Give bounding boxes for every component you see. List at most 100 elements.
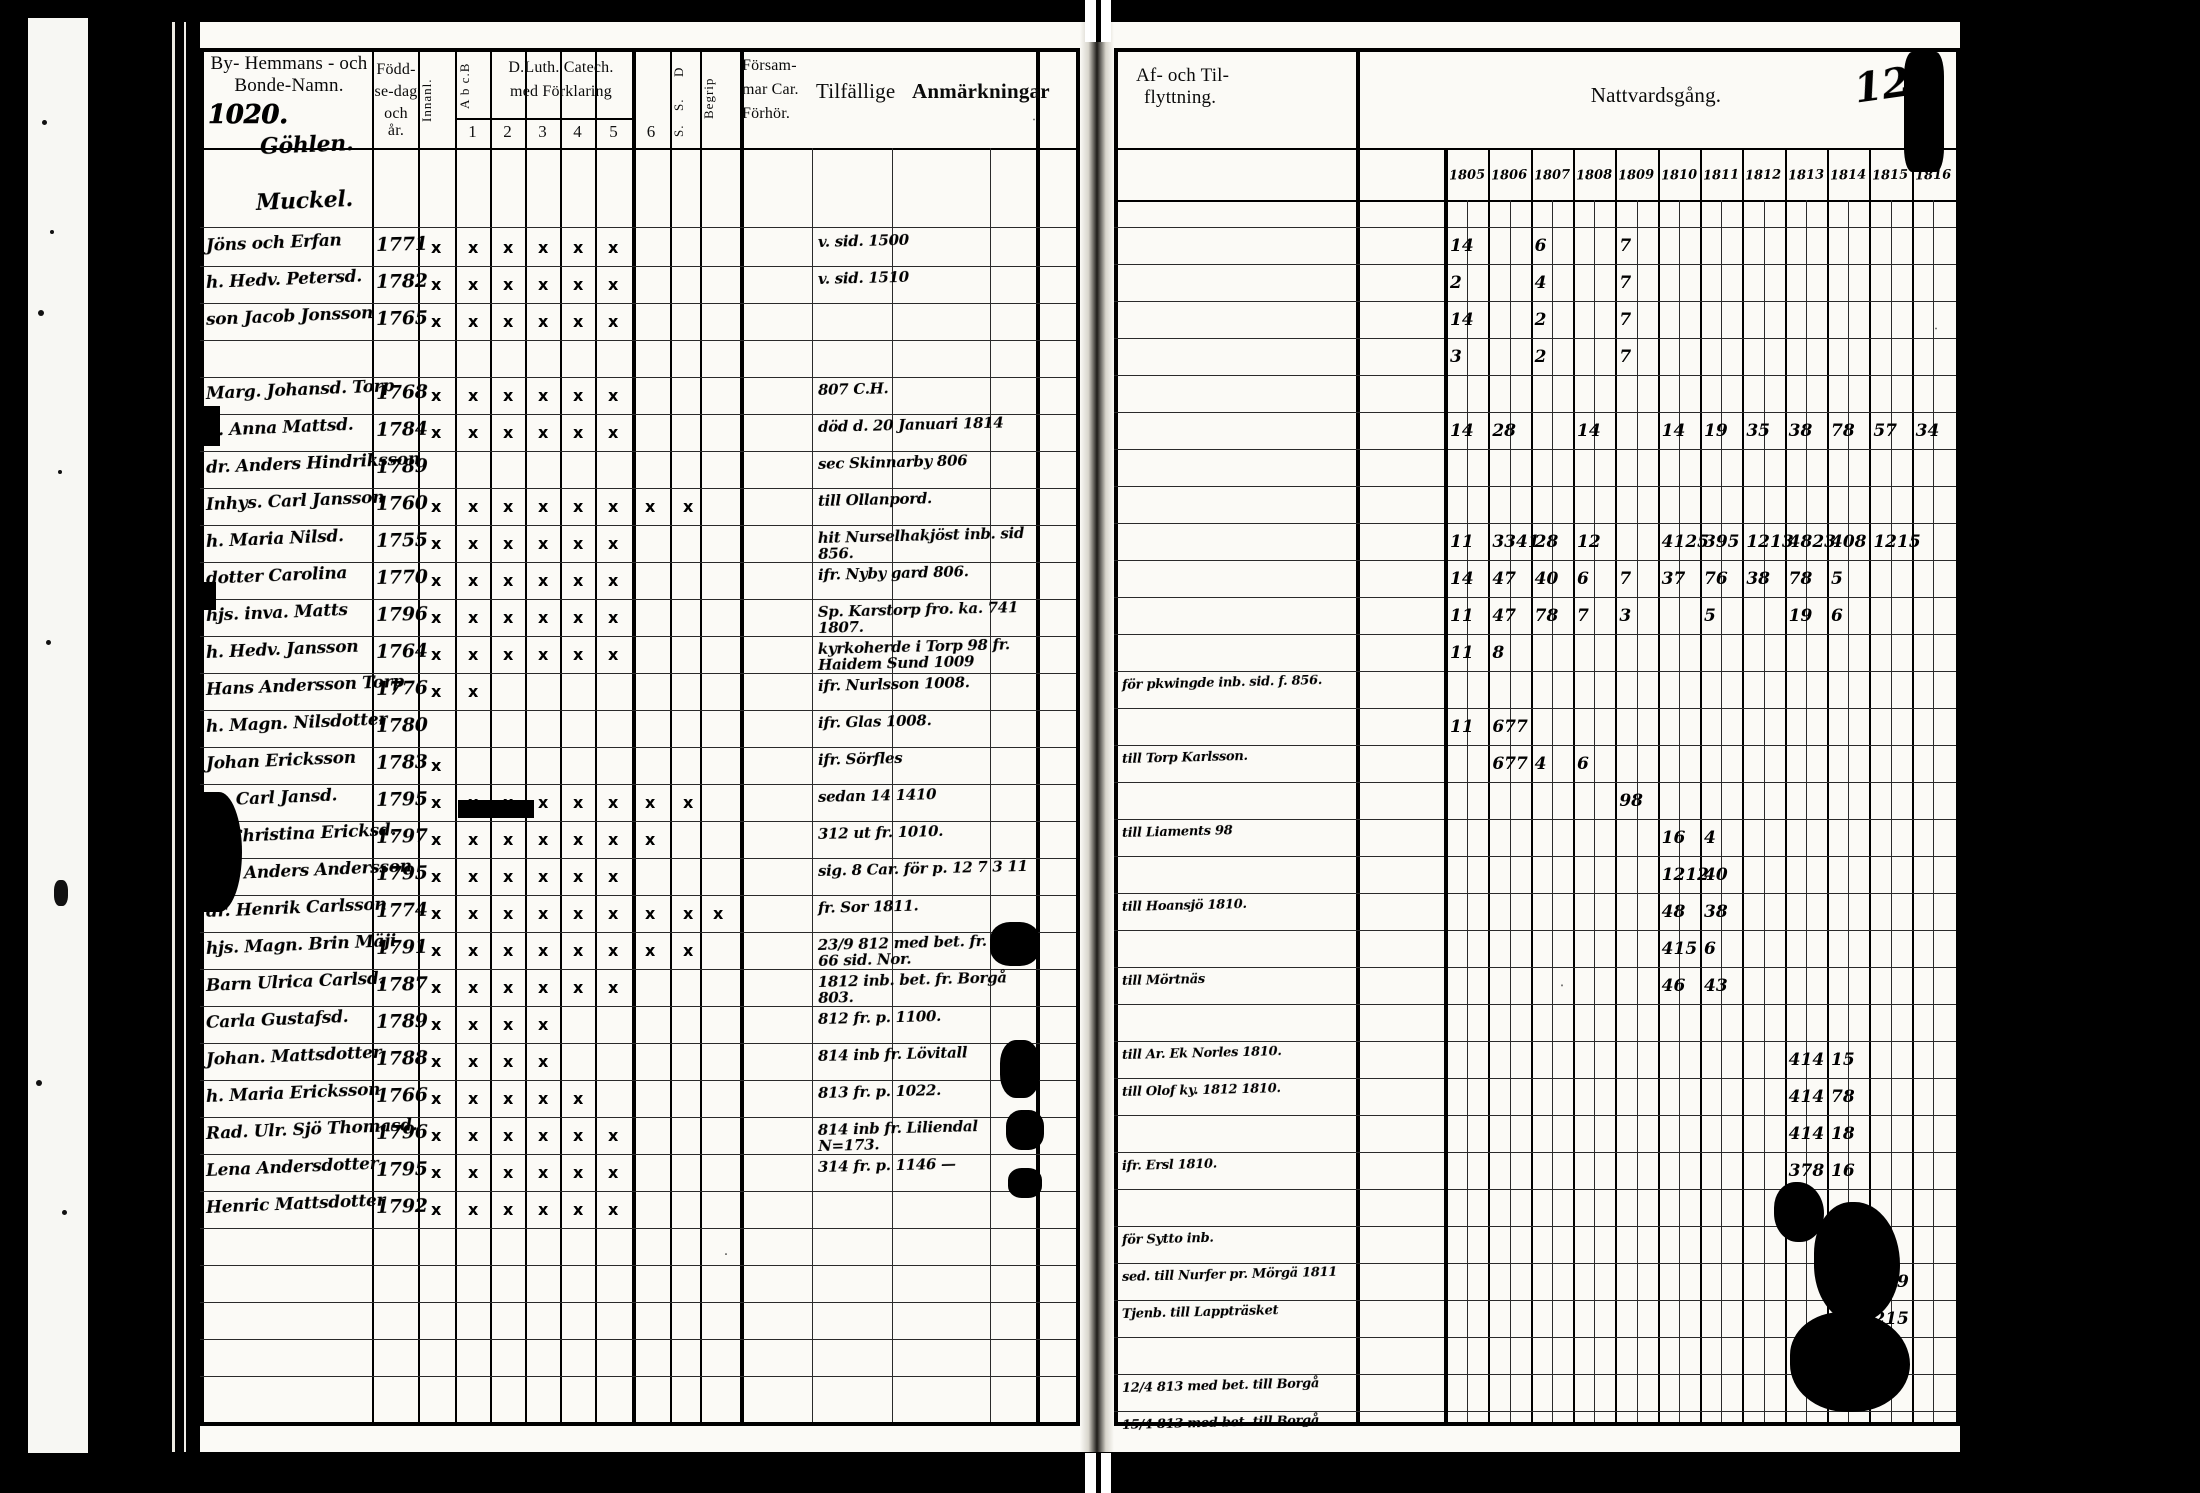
catechism-check-mark: x	[645, 941, 656, 960]
right-page-row-line	[1114, 227, 1956, 228]
communion-count: 5	[1704, 606, 1716, 626]
catechism-check-mark: x	[608, 1200, 619, 1219]
communion-year-divider	[1911, 148, 1914, 1422]
catechism-check-mark: x	[683, 793, 694, 812]
moving-entry: till Hoansjö 1810.	[1121, 896, 1247, 915]
catechism-check-mark: x	[468, 423, 479, 442]
communion-count: 6	[1577, 754, 1589, 774]
row-person-name: Barn Ulrica Carlsd.	[205, 968, 385, 996]
communion-count: 14	[1450, 569, 1474, 589]
catechism-check-mark: x	[431, 312, 442, 331]
catechism-check-mark: x	[468, 534, 479, 553]
communion-count: 78	[1831, 421, 1855, 441]
left-page: By- Hemmans - och Bonde-Namn. Född- se-d…	[196, 22, 1080, 1452]
row-remark: till Ollanpord.	[817, 489, 933, 510]
communion-count: 6	[1704, 939, 1716, 959]
header-birth-line3: och år.	[384, 105, 408, 139]
catechism-check-mark: x	[503, 238, 514, 257]
catechism-check-mark: x	[431, 275, 442, 294]
catechism-check-mark: x	[538, 1200, 549, 1219]
catech-col-5: 5	[609, 122, 618, 141]
communion-year-label: 1809	[1618, 167, 1655, 184]
communion-count: 415	[1661, 939, 1698, 959]
catechism-check-mark: x	[538, 497, 549, 516]
catechism-check-mark: x	[538, 1015, 549, 1034]
catechism-check-mark: x	[608, 867, 619, 886]
catechism-check-mark: x	[573, 1200, 584, 1219]
catechism-check-mark: x	[468, 275, 479, 294]
catechism-check-mark: x	[573, 1089, 584, 1108]
catechism-check-mark: x	[503, 1052, 514, 1071]
catechism-check-mark: x	[573, 386, 584, 405]
row-remark: 1812 inb. bet. fr. Borgå 803.	[817, 968, 1007, 1007]
catechism-check-mark: x	[608, 238, 619, 257]
row-birth-year: 1791	[375, 935, 428, 959]
catechism-check-mark: x	[573, 793, 584, 812]
catechism-check-mark: x	[608, 534, 619, 553]
row-remark: v. sid. 1510	[817, 267, 910, 288]
row-remark: v. sid. 1500	[817, 230, 910, 251]
row-remark: ifr. Glas 1008.	[817, 711, 932, 732]
catechism-check-mark: x	[431, 386, 442, 405]
communion-count: 2	[1534, 310, 1547, 330]
row-remark: Sp. Karstorp fro. ka. 741 1807.	[817, 598, 1019, 637]
row-remark: 807 C.H.	[817, 379, 889, 399]
catechism-check-mark: x	[468, 608, 479, 627]
right-page-row-line	[1114, 1004, 1956, 1005]
row-person-name: h. Hedv. Petersd.	[205, 266, 363, 293]
communion-count: 1213	[1746, 532, 1794, 552]
moving-entry: till Ar. Ek Norles 1810.	[1121, 1044, 1282, 1063]
village-number: 1020.	[208, 100, 289, 131]
catechism-check-mark: x	[608, 275, 619, 294]
header-innanl: Innanl.	[419, 78, 434, 122]
right-page-row-line	[1114, 449, 1956, 450]
catechism-check-mark: x	[538, 386, 549, 405]
catechism-check-mark: x	[573, 423, 584, 442]
communion-count: 7	[1577, 606, 1589, 626]
catechism-check-mark: x	[573, 830, 584, 849]
catechism-check-mark: x	[503, 904, 514, 923]
moving-entry: till Liaments 98	[1121, 823, 1233, 841]
row-person-name: dotter Carolina	[205, 563, 348, 589]
moving-entry: till Olof ky. 1812 1810.	[1121, 1081, 1281, 1100]
right-page-row-line	[1114, 560, 1956, 561]
right-page-row-line	[1114, 597, 1956, 598]
catechism-check-mark: x	[573, 312, 584, 331]
catechism-check-mark: x	[431, 497, 442, 516]
catech-col-6: 6	[646, 122, 656, 141]
film-frame-notch-bottom	[1085, 1453, 1111, 1493]
film-sprocket-strip	[28, 0, 88, 1460]
communion-count: 4125	[1661, 532, 1709, 552]
communion-year-divider	[1488, 148, 1491, 1422]
catechism-check-mark: x	[468, 571, 479, 590]
right-page-row-line	[1114, 634, 1956, 635]
row-remark: 812 fr. p. 1100.	[817, 1006, 942, 1028]
row-person-name: hjs. Magn. Brin Mäji	[205, 931, 397, 959]
catechism-check-mark: x	[573, 497, 584, 516]
header-catechism-line2: med Förklaring	[510, 83, 612, 100]
row-birth-year: 1796	[375, 602, 428, 626]
row-birth-year: 1795	[375, 861, 428, 885]
catechism-check-mark: x	[538, 830, 549, 849]
catechism-check-mark: x	[468, 386, 479, 405]
catechism-check-mark: x	[608, 793, 619, 812]
catechism-check-mark: x	[573, 1126, 584, 1145]
row-remark: ifr. Sörfles	[817, 748, 903, 769]
communion-count: 7	[1619, 310, 1632, 330]
catechism-check-mark: x	[538, 793, 549, 812]
communion-year-label: 1811	[1702, 167, 1740, 184]
row-birth-year: 1787	[375, 972, 428, 996]
row-remark: 814 inb fr. Lövitall	[817, 1043, 968, 1065]
row-person-name: h. Hedv. Jansson	[205, 636, 359, 663]
communion-count: 34	[1915, 421, 1940, 441]
catechism-check-mark: x	[538, 867, 549, 886]
catechism-check-mark: x	[538, 275, 549, 294]
row-remark: fr. Sor 1811.	[817, 896, 919, 917]
right-page-row-line	[1114, 523, 1956, 524]
header-catechism-line1: D.Luth. Catech.	[508, 59, 614, 76]
communion-halfyear-divider	[1636, 200, 1638, 1422]
communion-count: 5	[1831, 569, 1843, 589]
row-person-name: Carla Gustafsd.	[205, 1007, 349, 1033]
communion-year-label: 1814	[1829, 167, 1867, 184]
